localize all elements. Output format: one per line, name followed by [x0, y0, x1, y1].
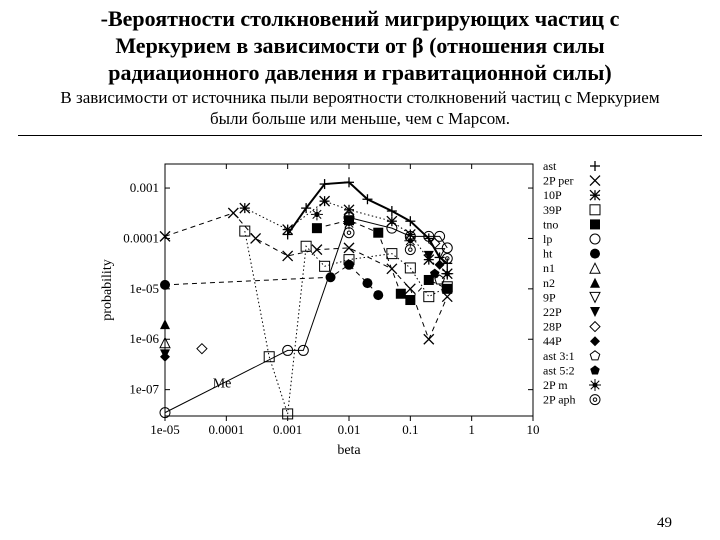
- svg-text:tno: tno: [543, 218, 558, 232]
- title-line-1: -Вероятности столкновений мигрирующих ча…: [101, 6, 620, 31]
- chart-container: 1e-05 0.0001 0.001 0.01 0.1 1 10 1e-07 1e-06 1e-0…: [18, 144, 702, 474]
- svg-text:0.1: 0.1: [402, 422, 418, 437]
- svg-text:2P aph: 2P aph: [543, 393, 576, 407]
- svg-text:44P: 44P: [543, 334, 562, 348]
- subtitle-line-2: были больше или меньше, чем с Марсом.: [210, 109, 510, 128]
- page-number: 49: [657, 515, 672, 532]
- svg-text:0.001: 0.001: [130, 180, 159, 195]
- svg-text:0.01: 0.01: [338, 422, 361, 437]
- svg-text:beta: beta: [337, 443, 361, 458]
- page-title: -Вероятности столкновений мигрирующих ча…: [22, 6, 698, 86]
- title-line-3: радиационного давления и гравитационной …: [108, 60, 611, 85]
- svg-text:ast: ast: [543, 159, 557, 173]
- svg-text:ast 5:2: ast 5:2: [543, 364, 575, 378]
- svg-text:lp: lp: [543, 232, 552, 246]
- svg-text:1e-06: 1e-06: [129, 332, 159, 347]
- svg-text:28P: 28P: [543, 320, 562, 334]
- svg-text:9P: 9P: [543, 291, 556, 305]
- svg-text:0.001: 0.001: [273, 422, 302, 437]
- svg-text:n2: n2: [543, 276, 555, 290]
- page-subtitle: В зависимости от источника пыли вероятно…: [42, 88, 678, 129]
- svg-text:1e-05: 1e-05: [150, 422, 180, 437]
- svg-text:10P: 10P: [543, 188, 562, 202]
- svg-text:0.0001: 0.0001: [123, 231, 159, 246]
- svg-text:39P: 39P: [543, 203, 562, 217]
- svg-text:n1: n1: [543, 261, 555, 275]
- svg-text:ast 3:1: ast 3:1: [543, 349, 575, 363]
- svg-text:1e-05: 1e-05: [129, 281, 159, 296]
- svg-text:1e-07: 1e-07: [129, 382, 159, 397]
- svg-text:1: 1: [468, 422, 475, 437]
- svg-text:10: 10: [527, 422, 540, 437]
- title-line-2: Меркурием в зависимости от β (отношения …: [115, 33, 604, 58]
- svg-text:22P: 22P: [543, 305, 562, 319]
- svg-text:2P m: 2P m: [543, 378, 568, 392]
- divider: [18, 135, 702, 136]
- svg-text:2P per: 2P per: [543, 174, 574, 188]
- subtitle-line-1: В зависимости от источника пыли вероятно…: [60, 88, 659, 107]
- probability-vs-beta-chart: 1e-05 0.0001 0.001 0.01 0.1 1 10 1e-07 1e-06 1e-0…: [93, 144, 613, 474]
- svg-text:ht: ht: [543, 247, 553, 261]
- svg-text:0.0001: 0.0001: [208, 422, 244, 437]
- svg-text:probability: probability: [100, 260, 115, 321]
